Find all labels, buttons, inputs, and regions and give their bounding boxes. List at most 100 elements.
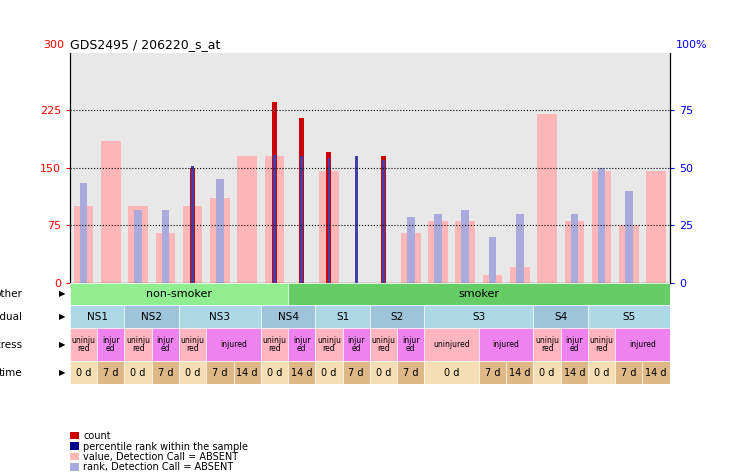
- Text: count: count: [83, 431, 111, 441]
- Text: GSM122530: GSM122530: [379, 285, 388, 336]
- Text: 14 d: 14 d: [564, 367, 585, 378]
- Text: 0 d: 0 d: [76, 367, 91, 378]
- Bar: [428, 221, 447, 283]
- Bar: [288, 328, 315, 361]
- Text: injured: injured: [492, 340, 520, 349]
- Text: injur
ed: injur ed: [565, 336, 583, 353]
- Bar: [206, 328, 261, 361]
- Text: GSM122545: GSM122545: [597, 285, 606, 335]
- Bar: [315, 361, 342, 384]
- Text: GSM122546: GSM122546: [297, 285, 306, 336]
- Bar: [191, 166, 194, 283]
- Bar: [237, 156, 257, 283]
- Bar: [646, 172, 666, 283]
- Bar: [479, 328, 534, 361]
- Bar: [489, 237, 496, 283]
- Text: 0 d: 0 d: [444, 367, 459, 378]
- Bar: [74, 206, 93, 283]
- Bar: [288, 361, 315, 384]
- Bar: [273, 155, 276, 283]
- Text: GSM122537: GSM122537: [570, 285, 578, 336]
- Bar: [342, 328, 370, 361]
- Bar: [265, 156, 284, 283]
- Text: injur
ed: injur ed: [157, 336, 174, 353]
- Bar: [425, 328, 479, 361]
- Bar: [506, 361, 534, 384]
- Text: S3: S3: [473, 311, 486, 322]
- Bar: [152, 328, 179, 361]
- Text: 0 d: 0 d: [321, 367, 336, 378]
- Bar: [328, 158, 330, 283]
- Text: GDS2495 / 206220_s_at: GDS2495 / 206220_s_at: [70, 38, 220, 52]
- Bar: [407, 218, 414, 283]
- Text: ▶: ▶: [60, 368, 66, 377]
- Bar: [261, 328, 288, 361]
- Bar: [261, 305, 315, 328]
- Bar: [370, 328, 397, 361]
- Text: uninju
red: uninju red: [180, 336, 205, 353]
- Bar: [261, 361, 288, 384]
- Bar: [370, 305, 425, 328]
- Bar: [434, 214, 442, 283]
- Text: uninju
red: uninju red: [372, 336, 395, 353]
- Bar: [79, 183, 88, 283]
- Bar: [381, 156, 386, 283]
- Text: 7 d: 7 d: [348, 367, 364, 378]
- Bar: [327, 152, 331, 283]
- Text: 300: 300: [43, 40, 64, 50]
- Bar: [483, 275, 503, 283]
- Text: individual: individual: [0, 311, 22, 322]
- Text: 0 d: 0 d: [185, 367, 200, 378]
- Bar: [272, 102, 277, 283]
- Text: injur
ed: injur ed: [293, 336, 311, 353]
- Text: GSM122543: GSM122543: [243, 285, 252, 336]
- Bar: [134, 210, 142, 283]
- Bar: [382, 160, 385, 283]
- Bar: [210, 198, 230, 283]
- Bar: [233, 361, 261, 384]
- Text: 7 d: 7 d: [212, 367, 227, 378]
- Text: GSM122544: GSM122544: [270, 285, 279, 335]
- Text: smoker: smoker: [459, 289, 500, 299]
- Bar: [97, 361, 124, 384]
- Bar: [206, 361, 233, 384]
- Bar: [70, 328, 97, 361]
- Bar: [425, 305, 534, 328]
- Text: stress: stress: [0, 339, 22, 350]
- Text: uninju
red: uninju red: [317, 336, 341, 353]
- Text: 100%: 100%: [676, 40, 707, 50]
- Text: uninju
red: uninju red: [71, 336, 96, 353]
- Text: NS2: NS2: [141, 311, 162, 322]
- Bar: [319, 172, 339, 283]
- Bar: [216, 179, 224, 283]
- Text: percentile rank within the sample: percentile rank within the sample: [83, 441, 248, 452]
- Text: uninju
red: uninju red: [263, 336, 286, 353]
- Text: uninju
red: uninju red: [126, 336, 150, 353]
- Text: 14 d: 14 d: [509, 367, 531, 378]
- Bar: [70, 305, 124, 328]
- Text: value, Detection Call = ABSENT: value, Detection Call = ABSENT: [83, 452, 238, 462]
- Text: ▶: ▶: [60, 312, 66, 321]
- Text: injur
ed: injur ed: [102, 336, 119, 353]
- Text: time: time: [0, 367, 22, 378]
- Bar: [315, 305, 370, 328]
- Bar: [179, 361, 206, 384]
- Bar: [70, 361, 97, 384]
- Text: GSM122529: GSM122529: [352, 285, 361, 335]
- Text: rank, Detection Call = ABSENT: rank, Detection Call = ABSENT: [83, 462, 233, 473]
- Text: 7 d: 7 d: [485, 367, 500, 378]
- Text: S4: S4: [554, 311, 567, 322]
- Bar: [155, 233, 175, 283]
- Text: injured: injured: [629, 340, 656, 349]
- Text: 7 d: 7 d: [403, 367, 419, 378]
- Bar: [300, 156, 303, 283]
- Text: 0 d: 0 d: [594, 367, 609, 378]
- Text: 7 d: 7 d: [621, 367, 637, 378]
- Bar: [461, 210, 469, 283]
- Bar: [516, 214, 523, 283]
- Bar: [183, 206, 202, 283]
- Text: GSM122527: GSM122527: [325, 285, 333, 336]
- Text: injur
ed: injur ed: [402, 336, 420, 353]
- Text: GSM122547: GSM122547: [624, 285, 634, 336]
- Bar: [643, 361, 670, 384]
